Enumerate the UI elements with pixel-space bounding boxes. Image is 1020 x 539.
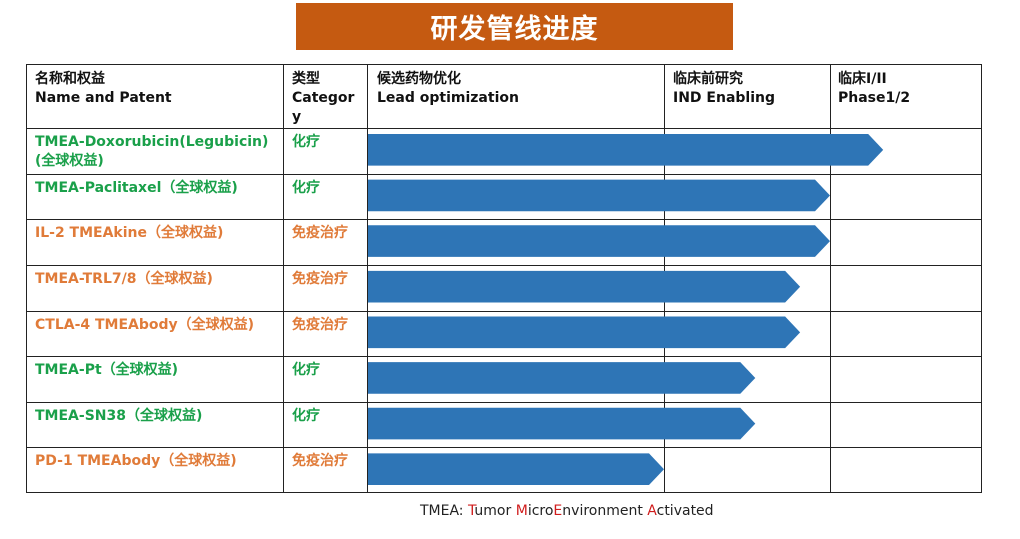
- header-category: 类型 Category: [292, 70, 360, 127]
- footnote-part: A: [647, 503, 657, 519]
- header-category-en: Category: [292, 90, 355, 125]
- pipeline-type-8: 免疫治疗: [292, 453, 348, 470]
- progress-bar-1: [368, 134, 884, 166]
- pipeline-type-1: 化疗: [292, 134, 320, 150]
- footnote-part: nvironment: [562, 503, 648, 519]
- footnote: TMEA: Tumor MicroEnvironment Activated: [420, 503, 714, 519]
- header-ind-zh: 临床前研究: [673, 71, 743, 87]
- header-ind-en: IND Enabling: [673, 90, 776, 106]
- progress-bar-2: [368, 179, 830, 212]
- pipeline-name-4: TMEA-TRL7/8（全球权益): [35, 270, 213, 287]
- pipeline-name-5: CTLA-4 TMEAbody（全球权益): [35, 316, 255, 333]
- footnote-part: M: [515, 503, 528, 519]
- footnote-prefix: TMEA:: [420, 503, 468, 519]
- progress-bar-8: [368, 453, 664, 485]
- header-ind-enabling: 临床前研究 IND Enabling: [673, 70, 775, 108]
- pipeline-type-2: 化疗: [292, 179, 320, 196]
- pipeline-type-3: 免疫治疗: [292, 225, 348, 242]
- pipeline-type-6: 化疗: [292, 362, 320, 379]
- footnote-part: ctivated: [656, 503, 714, 519]
- footnote-part: E: [553, 503, 563, 519]
- header-name-zh: 名称和权益: [35, 71, 105, 87]
- pipeline-name-3: IL-2 TMEAkine（全球权益): [35, 225, 224, 242]
- progress-bar-3: [368, 225, 830, 257]
- header-phase: 临床I/II Phase1/2: [838, 70, 910, 108]
- pipeline-type-7: 化疗: [292, 407, 320, 424]
- pipeline-name-8: PD-1 TMEAbody（全球权益): [35, 453, 237, 470]
- progress-bar-6: [368, 362, 756, 394]
- progress-bar-4: [368, 270, 801, 303]
- pipeline-table: 名称和权益 Name and Patent 类型 Category 候选药物优化…: [26, 64, 982, 493]
- header-lead-zh: 候选药物优化: [377, 71, 461, 87]
- pipeline-name-2: TMEA-Paclitaxel（全球权益): [35, 179, 238, 196]
- header-phase-en: Phase1/2: [838, 90, 911, 106]
- progress-bar-5: [368, 316, 801, 349]
- pipeline-name-7: TMEA-SN38（全球权益): [35, 407, 203, 424]
- page-title: 研发管线进度: [296, 3, 733, 50]
- footnote-part: umor: [474, 503, 516, 519]
- pipeline-name-6: TMEA-Pt（全球权益): [35, 362, 179, 379]
- header-name-en: Name and Patent: [35, 90, 172, 106]
- footnote-part: T: [467, 503, 475, 519]
- pipeline-grid: [26, 64, 982, 493]
- footnote-part: icro: [527, 503, 554, 519]
- pipeline-name-1: TMEA-Doxorubicin(Legubicin)(全球权益): [35, 134, 269, 169]
- header-name: 名称和权益 Name and Patent: [35, 70, 172, 108]
- header-category-zh: 类型: [292, 71, 320, 87]
- progress-bar-7: [368, 407, 756, 440]
- header-phase-zh: 临床I/II: [838, 71, 887, 87]
- pipeline-type-5: 免疫治疗: [292, 316, 348, 333]
- header-lead-en: Lead optimization: [377, 90, 519, 106]
- header-lead-optimization: 候选药物优化 Lead optimization: [377, 70, 519, 108]
- pipeline-type-4: 免疫治疗: [292, 270, 348, 287]
